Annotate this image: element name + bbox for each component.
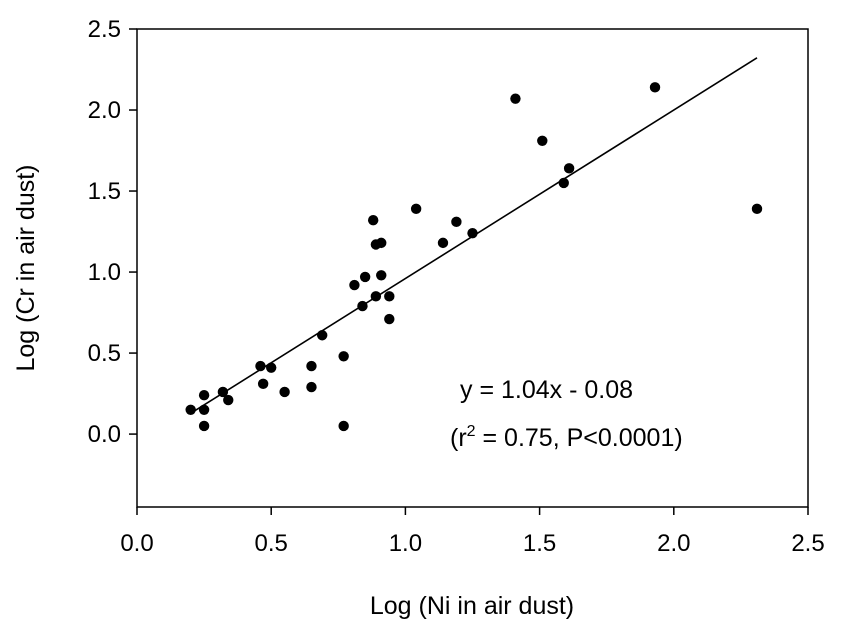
data-point [255, 360, 266, 372]
x-tick-label: 2.5 [791, 530, 824, 557]
y-tick-label: 2.5 [88, 16, 121, 43]
x-tick-label: 1.5 [523, 530, 556, 557]
r-squared-superscript: 2 [467, 423, 476, 440]
data-point [384, 291, 395, 302]
data-point [257, 378, 269, 390]
x-axis: 0.0 0.5 1.0 1.5 2.0 2.5 [120, 507, 825, 557]
data-point [510, 93, 521, 104]
data-point [306, 381, 317, 393]
data-point [198, 420, 210, 432]
regression-equation: y = 1.04x - 0.08 [460, 376, 633, 404]
y-tick-label: 0.0 [88, 421, 121, 448]
y-tick-label: 1.0 [88, 259, 121, 286]
data-point [223, 394, 234, 406]
data-point [384, 313, 395, 325]
y-tick-label: 1.5 [88, 178, 121, 205]
stats-rest: = 0.75, P<0.0001) [476, 424, 683, 452]
y-axis: 0.0 0.5 1.0 1.5 2.0 2.5 [88, 16, 137, 448]
data-point [376, 270, 387, 281]
data-point [279, 386, 290, 398]
data-point [751, 203, 763, 215]
data-point [558, 177, 569, 189]
x-tick-label: 2.0 [657, 530, 690, 557]
data-point [370, 291, 382, 302]
stats-open: (r [450, 424, 467, 452]
data-point [451, 216, 462, 228]
data-point [266, 362, 277, 373]
data-point [338, 351, 349, 362]
y-tick-label: 2.0 [88, 97, 121, 124]
data-point [198, 404, 210, 415]
data-point [410, 203, 422, 215]
data-point [563, 163, 575, 174]
data-point [198, 389, 210, 401]
data-point [316, 330, 328, 341]
y-tick-label: 0.5 [88, 340, 121, 367]
data-point [649, 82, 661, 93]
data-point [359, 271, 371, 283]
data-point [367, 215, 379, 226]
x-tick-label: 0.5 [255, 530, 288, 557]
data-point [537, 135, 548, 147]
data-point [217, 386, 229, 398]
regression-stats: (r2 = 0.75, P<0.0001) [450, 423, 683, 452]
plot-frame [136, 28, 809, 508]
x-tick-label: 1.0 [389, 530, 422, 557]
data-point [185, 404, 196, 415]
data-point [467, 227, 478, 239]
x-tick-label: 0.0 [120, 530, 153, 557]
data-point [306, 360, 317, 372]
data-point [357, 300, 368, 312]
y-axis-title: Log (Cr in air dust) [12, 164, 40, 371]
data-point [338, 420, 349, 432]
data-points [185, 82, 763, 432]
x-axis-title: Log (Ni in air dust) [370, 592, 574, 620]
data-point [349, 279, 360, 291]
data-point [376, 237, 387, 249]
data-point [437, 237, 449, 249]
